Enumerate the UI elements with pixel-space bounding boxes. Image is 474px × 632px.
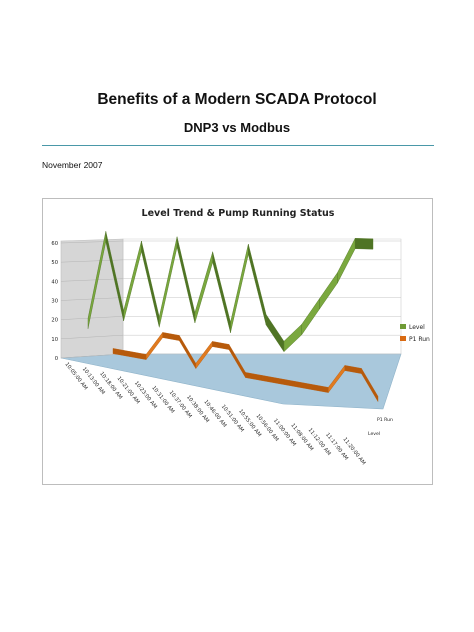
y-tick-label: 0 [55,356,58,362]
p1-run-segment-15 [361,367,379,403]
chart-title: Level Trend & Pump Running Status [142,208,335,219]
gridline-side-5 [60,259,124,263]
level-segment-15 [354,238,374,250]
y-tick-label: 50 [51,260,58,266]
depth-label-1: Level [368,431,380,437]
series-level [87,231,374,353]
document-title: Benefits of a Modern SCADA Protocol [97,91,377,108]
document-subtitle: DNP3 vs Modbus [183,120,291,135]
y-tick-label: 30 [51,299,58,305]
document-date: November 2007 [42,160,103,170]
depth-label-0: P1 Run [377,417,393,423]
gridline-side-2 [60,316,124,320]
gridline-side-6 [60,240,124,244]
y-tick-label: 60 [51,241,58,247]
title-divider [42,145,434,146]
y-tick-label: 20 [51,318,58,324]
gridline-side-4 [60,278,124,282]
y-tick-label: 40 [51,279,58,285]
series-p1-run [112,331,379,403]
depth-axis: P1 Run Level [368,417,393,437]
gridline-side-1 [60,334,124,340]
level-trend-chart: Level Trend & Pump Running Status 0 10 20 3… [51,208,430,466]
gridline-side-0 [60,353,124,359]
legend-label-1: P1 Run [409,336,430,343]
legend-swatch-0 [400,324,406,329]
y-tick-label: 10 [51,337,58,343]
y-axis: 0 10 20 30 40 50 60 [51,241,58,362]
legend: Level P1 Run [400,324,430,343]
chart-frame: Level Trend & Pump Running Status 0 10 20 3… [42,198,433,485]
legend-label-0: Level [409,324,425,331]
legend-swatch-1 [400,336,406,341]
